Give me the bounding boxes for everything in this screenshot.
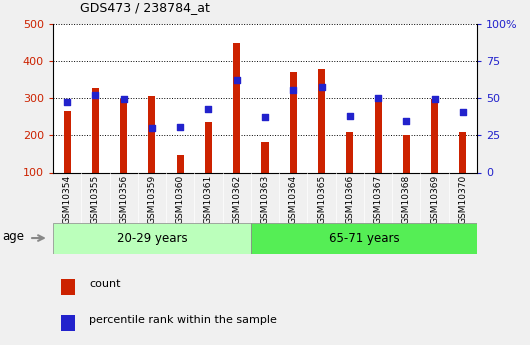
Point xyxy=(91,92,100,97)
Text: GSM10365: GSM10365 xyxy=(317,175,326,224)
Bar xyxy=(64,111,70,172)
Point xyxy=(430,96,439,102)
Bar xyxy=(403,135,410,172)
Bar xyxy=(233,43,240,172)
Text: GSM10360: GSM10360 xyxy=(176,175,184,224)
Bar xyxy=(176,155,184,172)
Point xyxy=(458,109,467,115)
Text: GSM10354: GSM10354 xyxy=(63,175,72,224)
Point xyxy=(176,125,184,130)
Bar xyxy=(290,72,297,172)
Point xyxy=(233,77,241,82)
Text: age: age xyxy=(3,230,25,243)
Bar xyxy=(61,279,75,295)
Bar xyxy=(251,223,477,254)
Bar xyxy=(53,223,251,254)
Text: GSM10363: GSM10363 xyxy=(261,175,269,224)
Point xyxy=(374,95,382,100)
Text: percentile rank within the sample: percentile rank within the sample xyxy=(89,315,277,325)
Text: GSM10364: GSM10364 xyxy=(289,175,298,224)
Text: 20-29 years: 20-29 years xyxy=(117,231,187,245)
Text: GDS473 / 238784_at: GDS473 / 238784_at xyxy=(80,1,209,14)
Bar xyxy=(375,98,382,172)
Text: GSM10361: GSM10361 xyxy=(204,175,213,224)
Text: GSM10355: GSM10355 xyxy=(91,175,100,224)
Text: GSM10369: GSM10369 xyxy=(430,175,439,224)
Bar xyxy=(148,97,155,172)
Text: count: count xyxy=(89,279,120,289)
Point xyxy=(317,85,326,90)
Text: GSM10368: GSM10368 xyxy=(402,175,411,224)
Text: GSM10367: GSM10367 xyxy=(374,175,383,224)
Text: GSM10370: GSM10370 xyxy=(458,175,467,224)
Bar xyxy=(261,142,269,172)
Point xyxy=(289,87,297,93)
Point xyxy=(346,113,354,119)
Text: GSM10366: GSM10366 xyxy=(346,175,354,224)
Bar xyxy=(318,69,325,172)
Bar xyxy=(120,99,127,172)
Bar xyxy=(460,132,466,172)
Point xyxy=(204,107,213,112)
Bar xyxy=(61,315,75,331)
Bar xyxy=(431,99,438,172)
Bar xyxy=(346,132,354,172)
Text: GSM10356: GSM10356 xyxy=(119,175,128,224)
Point xyxy=(148,125,156,131)
Point xyxy=(402,119,411,124)
Text: 65-71 years: 65-71 years xyxy=(329,231,399,245)
Text: GSM10359: GSM10359 xyxy=(147,175,156,224)
Bar xyxy=(205,122,212,172)
Bar xyxy=(92,88,99,172)
Point xyxy=(119,96,128,102)
Point xyxy=(261,114,269,120)
Text: GSM10362: GSM10362 xyxy=(232,175,241,224)
Point xyxy=(63,99,72,105)
